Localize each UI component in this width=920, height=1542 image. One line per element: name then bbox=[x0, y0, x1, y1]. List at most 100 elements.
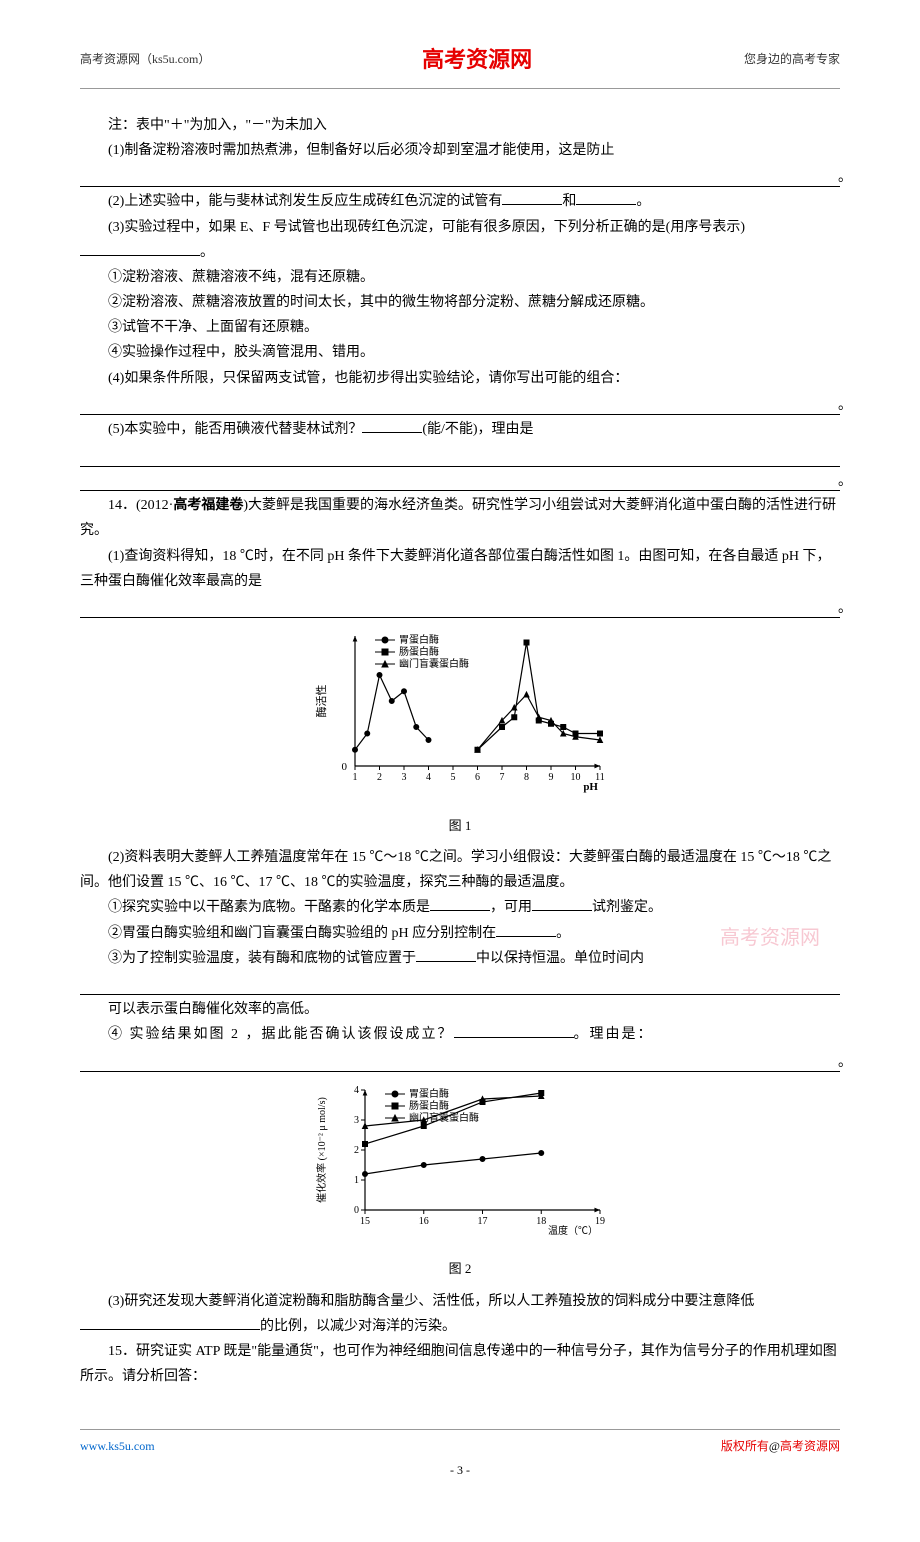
q14-2-text: (2)资料表明大菱鲆人工养殖温度常年在 15 ℃～18 ℃之间。学习小组假设：大… bbox=[80, 845, 840, 895]
svg-text:15: 15 bbox=[360, 1216, 370, 1227]
header-right: 您身边的高考专家 bbox=[744, 49, 840, 71]
q14-2-1: ①探究实验中以干酪素为底物。干酪素的化学本质是 ，可用 试剂鉴定。 bbox=[80, 895, 840, 920]
q14-3: (3)研究还发现大菱鲆消化道淀粉酶和脂肪酶含量少、活性低，所以人工养殖投放的饲料… bbox=[80, 1289, 840, 1339]
q5-blank-1 bbox=[362, 432, 422, 433]
opt1: ①淀粉溶液、蔗糖溶液不纯，混有还原糖。 bbox=[80, 265, 840, 290]
q4-text: (4)如果条件所限，只保留两支试管，也能初步得出实验结论，请你写出可能的组合： bbox=[80, 366, 840, 391]
q14-2-1-blank1 bbox=[430, 910, 490, 911]
q14-head: 14．(2012·高考福建卷)大菱鲆是我国重要的海水经济鱼类。研究性学习小组尝试… bbox=[80, 493, 840, 543]
q14-3-blank bbox=[80, 1329, 260, 1330]
svg-text:pH: pH bbox=[583, 781, 598, 793]
header-left: 高考资源网（ks5u.com） bbox=[80, 49, 210, 71]
q3-text-b: 。 bbox=[200, 245, 214, 260]
chart2-caption: 图 2 bbox=[80, 1257, 840, 1280]
q14-bold: 高考福建卷 bbox=[173, 498, 243, 513]
svg-text:1: 1 bbox=[354, 1175, 359, 1186]
q2-text-c: 。 bbox=[636, 194, 650, 209]
svg-text:2: 2 bbox=[377, 772, 382, 783]
q14-2-4-blank-row: 。 bbox=[80, 1050, 840, 1072]
q5-text-a: (5)本实验中，能否用碘液代替斐林试剂？ bbox=[108, 422, 362, 437]
svg-text:4: 4 bbox=[354, 1085, 359, 1096]
svg-text:9: 9 bbox=[549, 772, 554, 783]
q14-2-2b: 。 bbox=[556, 926, 570, 941]
q14-2-2: ②胃蛋白酶实验组和幽门盲囊蛋白酶实验组的 pH 应分别控制在 。 bbox=[80, 921, 840, 946]
opt3: ③试管不干净、上面留有还原糖。 bbox=[80, 315, 840, 340]
svg-text:4: 4 bbox=[426, 772, 431, 783]
q2-blank-2 bbox=[576, 204, 636, 205]
svg-text:18: 18 bbox=[536, 1216, 546, 1227]
q14-2-1a: ①探究实验中以干酪素为底物。干酪素的化学本质是 bbox=[108, 900, 430, 915]
q5-blank-row1 bbox=[80, 444, 840, 466]
q14-2-3c: 可以表示蛋白酶催化效率的高低。 bbox=[80, 997, 840, 1022]
opt2: ②淀粉溶液、蔗糖溶液放置的时间太长，其中的微生物将部分淀粉、蔗糖分解成还原糖。 bbox=[80, 290, 840, 315]
q5-text-b: (能/不能)，理由是 bbox=[422, 422, 533, 437]
svg-text:17: 17 bbox=[478, 1216, 488, 1227]
chart1-caption: 图 1 bbox=[80, 814, 840, 837]
q14-1-blank: 。 bbox=[80, 596, 840, 618]
footer-right: 版权所有@高考资源网 bbox=[721, 1436, 840, 1458]
svg-text:温度（℃）: 温度（℃） bbox=[548, 1224, 598, 1237]
svg-text:2: 2 bbox=[354, 1145, 359, 1156]
q5-line: (5)本实验中，能否用碘液代替斐林试剂？ (能/不能)，理由是 bbox=[80, 417, 840, 442]
svg-text:7: 7 bbox=[500, 772, 505, 783]
q14-3a: (3)研究还发现大菱鲆消化道淀粉酶和脂肪酶含量少、活性低，所以人工养殖投放的饲料… bbox=[108, 1294, 754, 1309]
svg-text:0: 0 bbox=[354, 1205, 359, 1216]
svg-text:10: 10 bbox=[571, 772, 581, 783]
q5-blank-row2: 。 bbox=[80, 469, 840, 491]
q14-2-4: ④ 实验结果如图 2 ，据此能否确认该假设成立？。理由是： bbox=[80, 1022, 840, 1047]
q2-text-b: 和 bbox=[562, 194, 576, 209]
q14-3b: 的比例，以减少对海洋的污染。 bbox=[260, 1319, 456, 1334]
q14-2-2-blank bbox=[496, 936, 556, 937]
page-header: 高考资源网（ks5u.com） 高考资源网 您身边的高考专家 bbox=[80, 40, 840, 89]
q14-2-3a: ③为了控制实验温度，装有酶和底物的试管应置于 bbox=[108, 951, 416, 966]
q14-2-3-blank-row bbox=[80, 973, 840, 995]
svg-text:8: 8 bbox=[524, 772, 529, 783]
svg-text:酶活性: 酶活性 bbox=[314, 685, 328, 718]
svg-text:3: 3 bbox=[354, 1115, 359, 1126]
q14-2-3b: 中以保持恒温。单位时间内 bbox=[476, 951, 644, 966]
svg-text:5: 5 bbox=[451, 772, 456, 783]
q14-prefix: 14．(2012· bbox=[108, 498, 173, 513]
q3-blank bbox=[80, 255, 200, 256]
svg-text:0: 0 bbox=[342, 761, 348, 773]
svg-text:肠蛋白酶: 肠蛋白酶 bbox=[409, 1099, 449, 1112]
svg-text:幽门盲囊蛋白酶: 幽门盲囊蛋白酶 bbox=[399, 657, 469, 670]
q2-blank-1 bbox=[502, 204, 562, 205]
q14-2-3-blank bbox=[416, 961, 476, 962]
q2-line: (2)上述实验中，能与斐林试剂发生反应生成砖红色沉淀的试管有 和 。 bbox=[80, 189, 840, 214]
q14-2-4b: 。理由是： bbox=[574, 1027, 654, 1042]
q14-2-2a: ②胃蛋白酶实验组和幽门盲囊蛋白酶实验组的 pH 应分别控制在 bbox=[108, 926, 496, 941]
q1-text: (1)制备淀粉溶液时需加热煮沸，但制备好以后必须冷却到室温才能使用，这是防止 bbox=[80, 138, 840, 163]
q14-1-text: (1)查询资料得知，18 ℃时，在不同 pH 条件下大菱鲆消化道各部位蛋白酶活性… bbox=[80, 544, 840, 594]
svg-text:胃蛋白酶: 胃蛋白酶 bbox=[409, 1087, 449, 1100]
q14-2-1-blank2 bbox=[532, 910, 592, 911]
svg-text:16: 16 bbox=[419, 1216, 429, 1227]
q14-2-1b: ，可用 bbox=[490, 900, 532, 915]
page-footer: www.ks5u.com 版权所有@高考资源网 bbox=[80, 1429, 840, 1458]
svg-text:3: 3 bbox=[402, 772, 407, 783]
chart1-container: 酶活性01234567891011pH胃蛋白酶肠蛋白酶幽门盲囊蛋白酶 bbox=[80, 626, 840, 805]
q1-blank: 。 bbox=[80, 165, 840, 187]
svg-text:催化效率 (×10⁻² μ mol/s): 催化效率 (×10⁻² μ mol/s) bbox=[315, 1097, 328, 1203]
chart2-container: 01234催化效率 (×10⁻² μ mol/s)1516171819温度（℃）… bbox=[80, 1080, 840, 1249]
q14-2-1c: 试剂鉴定。 bbox=[592, 900, 662, 915]
chart2-svg: 01234催化效率 (×10⁻² μ mol/s)1516171819温度（℃）… bbox=[310, 1080, 610, 1240]
q4-blank: 。 bbox=[80, 393, 840, 415]
header-center-logo: 高考资源网 bbox=[422, 40, 532, 80]
chart1-svg: 酶活性01234567891011pH胃蛋白酶肠蛋白酶幽门盲囊蛋白酶 bbox=[310, 626, 610, 796]
q14-2-3: ③为了控制实验温度，装有酶和底物的试管应置于 中以保持恒温。单位时间内 bbox=[80, 946, 840, 971]
q2-text-a: (2)上述实验中，能与斐林试剂发生反应生成砖红色沉淀的试管有 bbox=[108, 194, 502, 209]
svg-text:6: 6 bbox=[475, 772, 480, 783]
svg-text:肠蛋白酶: 肠蛋白酶 bbox=[399, 645, 439, 658]
page-number: - 3 - bbox=[80, 1460, 840, 1482]
footer-at: @ bbox=[769, 1439, 780, 1453]
footer-right-suffix: 高考资源网 bbox=[780, 1439, 840, 1453]
svg-text:1: 1 bbox=[353, 772, 358, 783]
footer-right-prefix: 版权所有 bbox=[721, 1439, 769, 1453]
footer-left: www.ks5u.com bbox=[80, 1436, 155, 1458]
q15-text: 15．研究证实 ATP 既是"能量通货"，也可作为神经细胞间信息传递中的一种信号… bbox=[80, 1339, 840, 1389]
note-line: 注：表中"＋"为加入，"－"为未加入 bbox=[80, 113, 840, 138]
svg-text:胃蛋白酶: 胃蛋白酶 bbox=[399, 633, 439, 646]
q14-2-4-blank bbox=[454, 1037, 574, 1038]
opt4: ④实验操作过程中，胶头滴管混用、错用。 bbox=[80, 340, 840, 365]
